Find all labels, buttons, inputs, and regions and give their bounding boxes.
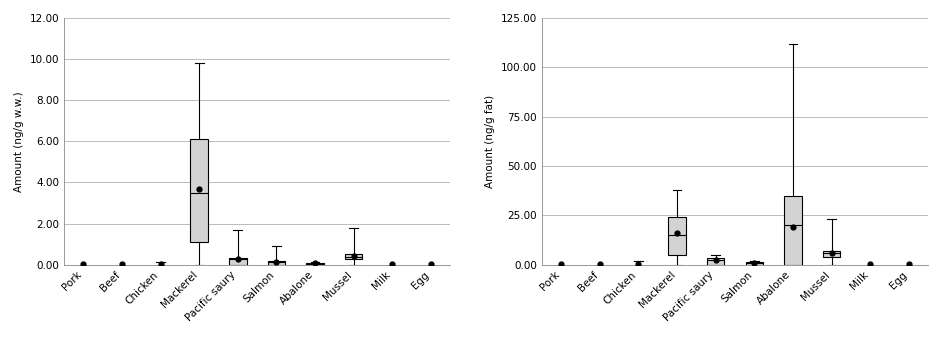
Y-axis label: Amount (ng/g fat): Amount (ng/g fat)	[485, 95, 495, 188]
Bar	[345, 254, 363, 258]
Bar	[268, 261, 285, 265]
Bar	[306, 263, 324, 265]
Y-axis label: Amount (ng/g w.w.): Amount (ng/g w.w.)	[14, 91, 24, 192]
Bar	[706, 258, 724, 265]
Bar	[822, 251, 840, 257]
Bar	[784, 196, 802, 265]
Bar	[668, 217, 686, 255]
Bar	[190, 139, 208, 242]
Bar	[229, 257, 247, 265]
Bar	[745, 262, 763, 265]
